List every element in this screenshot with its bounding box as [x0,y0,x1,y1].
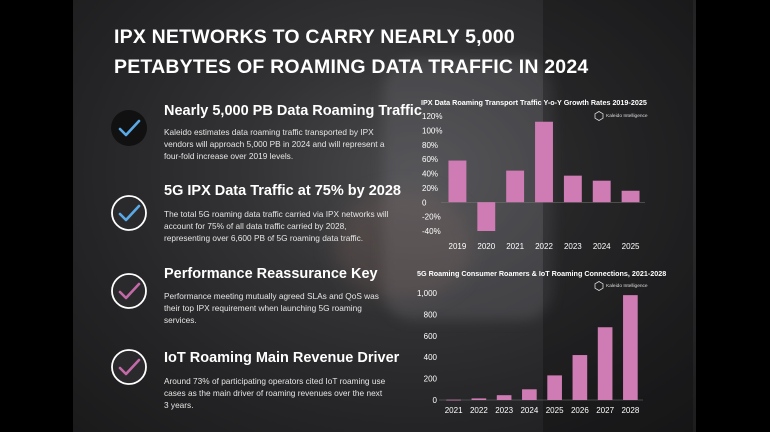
hexagon-logo-icon [594,281,604,291]
chart-title: 5G Roaming Consumer Roamers & IoT Roamin… [417,269,667,278]
logo-text: Kaleido Intelligence [606,113,648,119]
bar [623,295,638,400]
y-tick-label: 0 [422,198,427,207]
bar [496,395,512,400]
item-body: Performance meeting mutually agreed SLAs… [164,291,379,325]
x-tick-label: 2021 [445,406,463,415]
bar [535,121,553,203]
hexagon-logo-icon [594,111,604,121]
y-tick-label: 200 [424,375,438,384]
x-tick-label: 2028 [621,406,639,415]
x-tick-label: 2020 [477,242,495,251]
bar [563,175,582,203]
item-heading: Performance Reassurance Key [164,266,378,282]
growth-rate-chart: 120% 100% 80% 60% 40% 20% 0 -20% -40% 2019 2020 202… [422,112,645,251]
item-heading: Nearly 5,000 PB Data Roaming Traffic [164,103,422,119]
y-tick-label: 1,000 [417,289,438,298]
x-tick-label: 2025 [622,242,640,251]
x-tick-label: 2027 [596,406,614,415]
x-tick-label: 2022 [470,406,488,415]
item-body: Kaleido estimates data roaming traffic t… [164,127,385,161]
item-body: The total 5G roaming data traffic carrie… [164,209,389,243]
y-tick-label: 600 [424,332,438,341]
x-tick-label: 2022 [535,242,553,251]
bar [621,190,640,203]
check-icon [111,195,147,231]
background-phone-shape [383,60,553,320]
x-tick-label: 2023 [564,242,582,251]
connections-chart: 1,000 800 600 400 200 0 2021 2022 2023 2024 2025 20… [417,289,643,415]
logo-text: Kaleido Intelligence [606,283,648,289]
y-tick-label: 60% [422,155,438,164]
check-icon [111,349,147,385]
check-icon [111,273,147,309]
background-hand-shape [333,190,473,300]
background-shadow [543,0,693,432]
x-tick-label: 2019 [449,242,467,251]
bar [572,355,588,400]
item-body: Around 73% of participating operators ci… [164,376,386,410]
bar [477,202,496,231]
y-tick-label: 100% [422,126,442,135]
y-tick-label: 20% [422,184,438,193]
item-heading: IoT Roaming Main Revenue Driver [164,350,400,366]
bar [597,327,613,400]
page-title: IPX NETWORKS TO CARRY NEARLY 5,000 PETAB… [114,26,589,78]
kaleido-logo: Kaleido Intelligence [594,281,648,291]
y-tick-label: 120% [422,112,442,121]
x-tick-label: 2021 [506,242,524,251]
x-tick-label: 2026 [571,406,589,415]
bar [448,160,467,203]
y-tick-label: 800 [424,310,438,319]
bar [446,399,461,401]
x-tick-label: 2025 [546,406,564,415]
kaleido-logo: Kaleido Intelligence [594,111,648,121]
chart-title: IPX Data Roaming Transport Traffic Y-o-Y… [421,98,647,107]
item-heading: 5G IPX Data Traffic at 75% by 2028 [164,183,401,199]
bar [592,180,611,203]
check-icon [111,110,147,146]
x-tick-label: 2024 [520,406,538,415]
y-tick-label: -40% [422,227,441,236]
y-tick-label: 0 [433,396,438,405]
y-tick-label: -20% [422,213,441,222]
bar [506,170,525,203]
bar [547,375,562,400]
x-tick-label: 2023 [495,406,513,415]
background-panel [73,0,696,432]
x-tick-label: 2024 [593,242,611,251]
bar [471,398,487,400]
bar [522,389,537,400]
y-tick-label: 40% [422,170,438,179]
y-tick-label: 80% [422,141,438,150]
y-tick-label: 400 [424,353,438,362]
